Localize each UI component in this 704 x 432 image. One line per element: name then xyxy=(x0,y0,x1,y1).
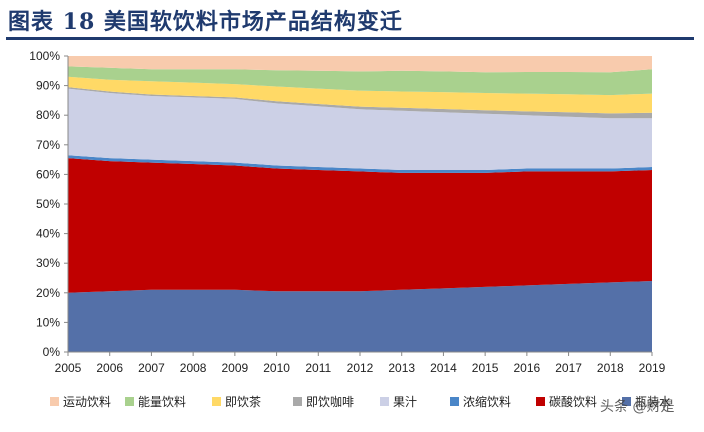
legend-label: 能量饮料 xyxy=(138,395,186,409)
legend-swatch xyxy=(380,397,389,406)
x-tick-label: 2012 xyxy=(347,361,374,375)
legend-label: 瓶装水 xyxy=(635,395,671,409)
y-tick-label: 100% xyxy=(29,49,60,63)
x-tick-label: 2005 xyxy=(55,361,82,375)
x-tick-label: 2010 xyxy=(263,361,290,375)
y-tick-label: 70% xyxy=(36,138,60,152)
area-series-3 xyxy=(68,88,652,170)
legend-swatch xyxy=(293,397,302,406)
title-rule xyxy=(6,37,694,40)
title-bar: 图表 18 美国软饮料市场产品结构变迁 xyxy=(0,0,704,40)
legend-label: 即饮茶 xyxy=(225,394,261,409)
legend-label: 果汁 xyxy=(393,395,417,409)
y-tick-label: 90% xyxy=(36,79,60,93)
legend-label: 浓缩饮料 xyxy=(463,394,511,409)
page-title: 图表 18 美国软饮料市场产品结构变迁 xyxy=(8,9,403,35)
y-tick-label: 60% xyxy=(36,167,60,181)
legend-label: 碳酸饮料 xyxy=(549,394,597,409)
x-tick-label: 2018 xyxy=(597,361,624,375)
stacked-area-chart: 0% 10% 20% 30% 40% 50% 60% 70% 80% 90% 100% 2005 200… xyxy=(29,49,671,409)
x-tick-label: 2007 xyxy=(138,361,165,375)
area-series-6 xyxy=(68,66,652,96)
x-tick-label: 2011 xyxy=(305,361,331,375)
area-series-1 xyxy=(68,158,652,293)
area-series-7 xyxy=(68,56,652,73)
legend-swatch xyxy=(50,397,59,406)
area-series-0 xyxy=(68,281,652,352)
x-tick-label: 2008 xyxy=(180,361,207,375)
area-series-4 xyxy=(68,87,652,119)
legend-swatch xyxy=(450,397,459,406)
y-tick-label: 80% xyxy=(36,108,60,122)
y-tick-label: 10% xyxy=(36,315,60,329)
y-tick-label: 0% xyxy=(43,345,61,359)
x-tick-label: 2019 xyxy=(639,361,666,375)
area-series-2 xyxy=(68,155,652,173)
y-tick-label: 40% xyxy=(36,227,60,241)
x-tick-label: 2016 xyxy=(514,361,541,375)
legend-label: 运动饮料 xyxy=(63,395,111,409)
y-tick-label: 50% xyxy=(36,197,60,211)
y-tick-label: 30% xyxy=(36,256,60,270)
x-tick-label: 2017 xyxy=(555,361,582,375)
legend-swatch xyxy=(536,397,545,406)
watermark: 头条 @财是 xyxy=(600,399,675,415)
x-tick-label: 2013 xyxy=(388,361,415,375)
x-tick-label: 2014 xyxy=(430,361,457,375)
legend-swatch xyxy=(622,397,631,406)
legend-swatch xyxy=(212,397,221,406)
x-tick-label: 2015 xyxy=(472,361,499,375)
legend-label: 即饮咖啡 xyxy=(306,394,354,409)
x-tick-label: 2006 xyxy=(96,361,123,375)
y-tick-label: 20% xyxy=(36,286,60,300)
area-series-5 xyxy=(68,76,652,114)
legend-swatch xyxy=(125,397,134,406)
x-tick-label: 2009 xyxy=(222,361,249,375)
